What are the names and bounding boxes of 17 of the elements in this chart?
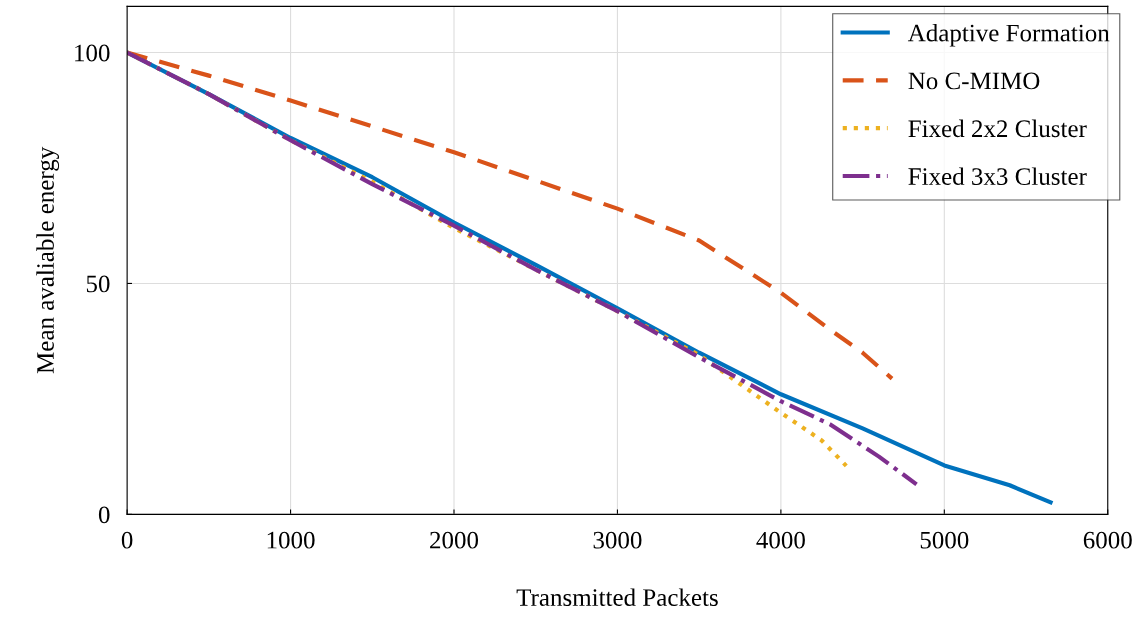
x-tick-label: 2000 (430, 531, 479, 549)
x-tick-label: 1000 (267, 531, 315, 549)
legend-label: Adaptive Formation (907, 23, 1110, 47)
x-axis-title: Transmitted Packets (516, 588, 718, 606)
line-series (127, 50, 895, 381)
y-tick-label: 100 (75, 44, 110, 62)
legend-label: Fixed 3x3 Cluster (908, 167, 1087, 185)
y-tick-label: 0 (98, 506, 110, 524)
x-tick-label: 4000 (756, 531, 805, 549)
x-tick-label: 3000 (593, 531, 642, 549)
legend-label: No C-MIMO (908, 72, 1040, 90)
x-tick-label: 5000 (920, 531, 969, 549)
x-tick-label: 6000 (1083, 531, 1132, 549)
x-tick-label: 0 (121, 531, 133, 549)
y-tick-label: 50 (86, 275, 110, 293)
y-axis-title: Mean avaliable energy (36, 146, 60, 374)
legend-label: Fixed 2x2 Cluster (908, 119, 1087, 138)
